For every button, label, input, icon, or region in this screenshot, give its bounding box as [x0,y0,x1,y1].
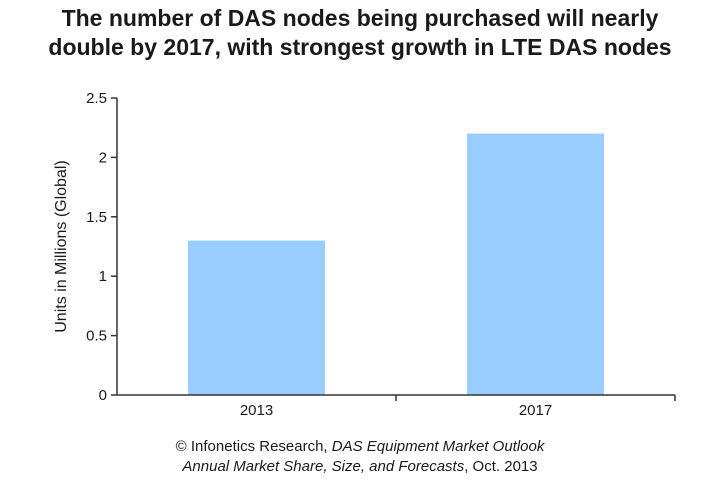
y-tick-label: 2 [99,149,107,166]
source-date: , Oct. 2013 [464,458,538,475]
chart-title-line-2: double by 2017, with strongest growth in… [48,34,672,60]
source-note: © Infonetics Research, DAS Equipment Mar… [0,437,720,477]
source-report-title: DAS Equipment Market Outlook [331,438,545,455]
y-tick-label: 0 [99,387,107,404]
bar-chart: 0 0.5 1 1.5 2 2.5 2013 2017 Units in Millions (… [53,90,676,419]
y-tick-label: 0.5 [86,328,107,345]
source-line-2: Annual Market Share, Size, and Forecasts… [0,457,720,477]
source-publisher: © Infonetics Research, [175,438,332,455]
y-axis-label: Units in Millions (Global) [53,160,70,333]
bar-2013 [188,240,325,395]
source-line-1: © Infonetics Research, DAS Equipment Mar… [0,437,720,457]
ticks-layer: 0 0.5 1 1.5 2 2.5 2013 2017 [86,90,676,419]
y-tick-label: 1.5 [86,209,107,226]
y-tick-label: 2.5 [86,90,107,107]
y-tick-label: 1 [99,268,107,285]
x-tick-label: 2017 [519,402,552,419]
chart-title: The number of DAS nodes being purchased … [0,4,720,62]
bar-2017 [467,133,604,395]
bars-layer [188,133,604,395]
x-tick-label: 2013 [240,402,273,419]
chart-title-line-1: The number of DAS nodes being purchased … [61,5,659,31]
source-report-subtitle: Annual Market Share, Size, and Forecasts [182,458,465,475]
